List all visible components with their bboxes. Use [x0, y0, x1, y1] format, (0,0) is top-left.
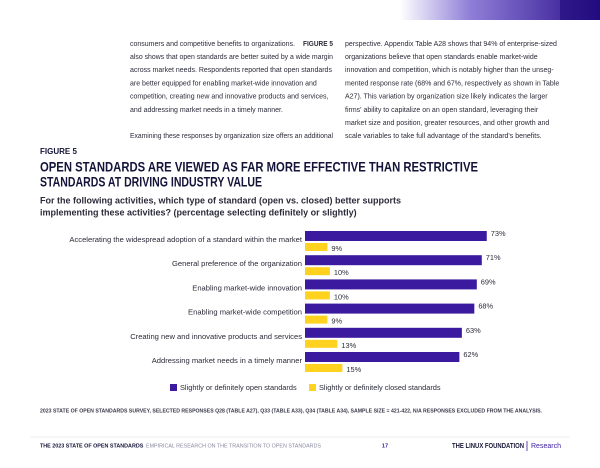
bar: [305, 327, 462, 338]
chart-title: OPEN STANDARDS ARE VIEWED AS FAR MORE EF…: [40, 159, 478, 175]
footer-logo-suffix: Research: [531, 443, 561, 450]
legend-label: Slightly or definitely closed standards: [319, 383, 441, 392]
category-label: Addressing market needs in a timely mann…: [152, 356, 303, 365]
chart-title: STANDARDS AT DRIVING INDUSTRY VALUE: [40, 174, 262, 190]
value-label: 10%: [334, 268, 349, 277]
body-text-line: and addressing market needs in a timely …: [130, 107, 283, 114]
category-label: Accelerating the widespread adoption of …: [69, 235, 302, 244]
figure-reference: FIGURE 5: [303, 41, 333, 48]
body-text-line: consumers and competitive benefits to or…: [130, 41, 295, 48]
bar: [305, 339, 338, 348]
body-text-line: perspective. Appendix Table A28 shows th…: [345, 41, 557, 48]
bar: [305, 364, 343, 372]
chart-subtitle: For the following activities, which type…: [40, 195, 401, 205]
value-label: 69%: [481, 277, 496, 286]
value-label: 13%: [341, 341, 356, 350]
legend-label: Slightly or definitely open standards: [180, 383, 297, 392]
body-text-line: mented response rate (68% and 67%, respe…: [345, 80, 559, 87]
value-label: 9%: [331, 244, 342, 253]
figure-label: FIGURE 5: [40, 147, 77, 156]
body-text-line: A27). This variation by organization siz…: [345, 94, 548, 101]
footer-title: THE 2023 STATE OF OPEN STANDARDS: [40, 443, 144, 449]
header-band: [400, 0, 600, 20]
header-band-accent: [560, 0, 600, 20]
value-label: 73%: [491, 229, 506, 238]
value-label: 15%: [346, 365, 361, 374]
bar: [305, 231, 487, 241]
body-text-line: also shows that open standards are bette…: [130, 54, 333, 61]
bar: [305, 243, 328, 251]
bar: [305, 279, 477, 290]
value-label: 71%: [486, 253, 501, 262]
body-text-line: firms' ability to capitalize on an open …: [345, 107, 539, 114]
chart-subtitle: implementing these activities? (percenta…: [40, 207, 357, 217]
category-label: Creating new and innovative products and…: [130, 332, 302, 341]
value-label: 9%: [331, 317, 342, 326]
footer-subtitle: EMPIRICAL RESEARCH ON THE TRANSITION TO …: [146, 443, 321, 449]
source-note: 2023 STATE OF OPEN STANDARDS SURVEY, SEL…: [40, 408, 542, 414]
body-text-line: Examining these responses by organizatio…: [130, 133, 333, 140]
body-text-line: scale variables to take full advantage o…: [345, 133, 542, 140]
bar: [305, 267, 330, 276]
value-label: 62%: [463, 350, 478, 359]
value-label: 68%: [478, 302, 493, 311]
category-label: Enabling market-wide competition: [188, 308, 302, 317]
legend-swatch: [309, 384, 316, 391]
category-label: Enabling market-wide innovation: [192, 283, 302, 292]
body-text-line: competition, creating new and innovative…: [130, 94, 328, 101]
legend-swatch: [170, 384, 177, 391]
footer-logo: THE LINUX FOUNDATION: [452, 443, 524, 450]
bar: [305, 291, 330, 300]
body-text-line: across market needs. Respondents reporte…: [130, 67, 332, 74]
bar: [305, 303, 475, 314]
bar: [305, 352, 460, 362]
bar: [305, 255, 482, 266]
value-label: 63%: [466, 326, 481, 335]
bar: [305, 315, 328, 324]
body-text-line: organizations believe that open standard…: [345, 54, 538, 61]
body-text-line: innovation and competition, which is not…: [345, 67, 554, 74]
value-label: 10%: [334, 292, 349, 301]
page-number: 17: [382, 443, 388, 449]
body-text-line: market size and position, greater resour…: [345, 120, 549, 127]
category-label: General preference of the organization: [172, 259, 302, 268]
body-text-line: are better equipped for enabling market-…: [130, 80, 317, 87]
